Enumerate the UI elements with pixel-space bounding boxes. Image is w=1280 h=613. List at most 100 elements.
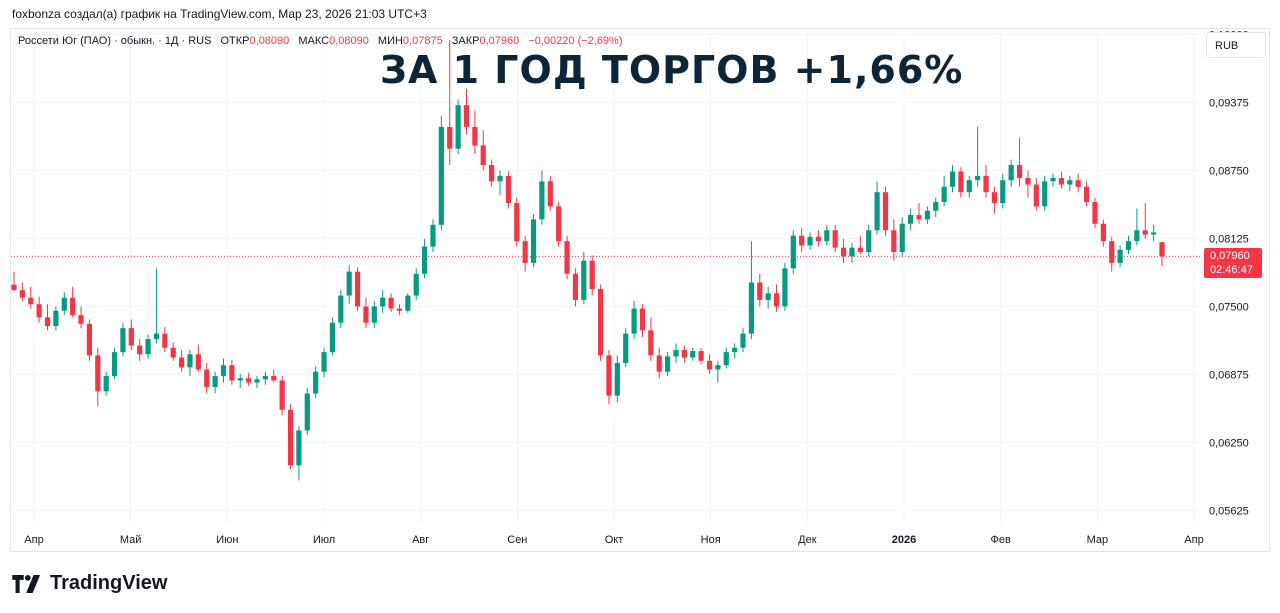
candle-body <box>715 365 721 370</box>
candle <box>916 203 922 224</box>
candle <box>547 175 553 211</box>
candle <box>891 219 897 261</box>
low-value: 0,07875 <box>402 35 443 47</box>
candle <box>866 224 872 257</box>
candle-body <box>698 351 704 361</box>
candle <box>279 376 285 416</box>
candle <box>832 224 838 253</box>
candle <box>153 268 160 344</box>
candle <box>329 317 336 356</box>
candle <box>371 300 377 329</box>
candle <box>899 217 905 257</box>
tradingview-brand[interactable]: TradingView <box>12 572 167 595</box>
candle-body <box>522 241 528 263</box>
candle <box>723 347 729 369</box>
high-label: МАКС <box>298 35 330 47</box>
candle-body <box>220 365 227 377</box>
candle-body <box>639 308 646 331</box>
candle-body <box>1117 249 1123 263</box>
candle-body <box>597 289 604 356</box>
candle <box>53 306 59 331</box>
candle-body <box>958 171 964 193</box>
candle-body <box>380 297 386 307</box>
candle-body <box>313 371 319 394</box>
candle-body <box>631 308 637 334</box>
candle <box>631 300 637 340</box>
last-price-value: 0,07960 <box>1210 250 1250 263</box>
candle <box>296 426 302 481</box>
candle-body <box>405 295 411 311</box>
candle-body <box>463 105 470 127</box>
candle-body <box>170 347 176 358</box>
candle-body <box>648 330 654 356</box>
open-label: ОТКР <box>220 35 250 47</box>
candle-body <box>673 349 679 357</box>
price-axis: 0,100000,093750,087500,081250,075000,068… <box>1209 29 1249 517</box>
candle <box>983 164 989 198</box>
candle <box>782 262 788 311</box>
candle <box>966 175 972 198</box>
candle <box>128 319 134 350</box>
candle <box>430 219 436 253</box>
currency-selector[interactable]: RUB <box>1206 32 1266 58</box>
candle-body <box>354 271 361 307</box>
tradingview-logo-icon <box>12 574 41 593</box>
candle <box>354 267 361 311</box>
candle-body <box>949 171 956 187</box>
candle <box>489 159 495 187</box>
candle <box>949 164 956 193</box>
candle-body <box>95 355 101 392</box>
candle <box>271 369 277 383</box>
y-tick-label: 0,08125 <box>1209 233 1249 245</box>
candle <box>1042 175 1048 211</box>
x-tick-label: Май <box>120 534 142 546</box>
candle-body <box>589 260 595 290</box>
symbol-name: Россети Юг (ПАО) · обыкн. · 1Д · RUS <box>18 35 212 47</box>
x-tick-label: 2026 <box>892 534 916 546</box>
candle-body <box>472 126 478 146</box>
candle <box>463 88 470 135</box>
candle-body <box>933 201 939 211</box>
candle <box>1159 242 1165 267</box>
candle-body <box>162 333 168 348</box>
candle <box>405 293 411 313</box>
candle-body <box>1083 186 1090 202</box>
candle-body <box>137 345 143 355</box>
x-tick-label: Июн <box>216 534 238 546</box>
candle <box>472 110 478 155</box>
candle <box>1016 137 1023 187</box>
candle <box>849 243 855 263</box>
x-tick-label: Авг <box>412 534 429 546</box>
headline-overlay: ЗА 1 ГОД ТОРГОВ +1,66% <box>380 48 964 92</box>
candle-body <box>966 180 972 193</box>
candle-body <box>489 164 495 182</box>
candle <box>824 224 830 246</box>
candle <box>614 355 620 403</box>
candle-body <box>564 241 570 274</box>
candle-body <box>86 323 93 356</box>
close-label: ЗАКР <box>451 35 480 47</box>
candle-body <box>1016 164 1023 179</box>
candle-body <box>438 126 444 225</box>
candle-body <box>329 322 336 353</box>
candle <box>648 317 654 361</box>
candle <box>187 349 193 377</box>
candle <box>338 290 344 329</box>
candle-body <box>505 175 511 204</box>
candle <box>78 306 84 329</box>
candle-body <box>36 304 42 318</box>
candle <box>1125 235 1132 255</box>
candle <box>597 284 604 361</box>
candle-body <box>1025 178 1031 185</box>
candle <box>170 342 176 361</box>
candle <box>254 376 260 389</box>
candle-body <box>924 210 930 220</box>
chart-frame <box>10 28 1270 552</box>
x-tick-label: Окт <box>605 534 624 546</box>
candle-body <box>296 430 302 466</box>
candle <box>840 238 847 263</box>
low-label: МИН <box>377 35 403 47</box>
candle <box>673 343 679 363</box>
candle <box>1008 159 1014 187</box>
